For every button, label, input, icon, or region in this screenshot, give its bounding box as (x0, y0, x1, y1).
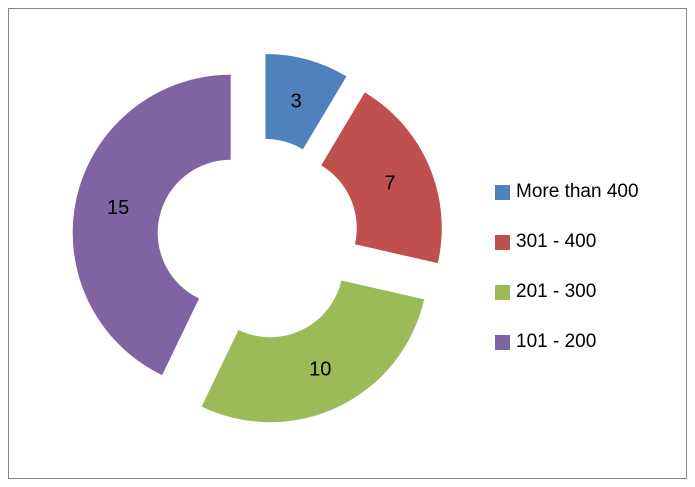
legend-label: More than 400 (516, 181, 639, 202)
legend-item-101-200: 101 - 200 (495, 317, 639, 367)
legend-swatch (495, 184, 510, 200)
legend-item-201-300: 201 - 300 (495, 267, 639, 317)
legend-swatch (495, 334, 510, 350)
slice-more-than-400 (265, 54, 347, 150)
data-label: 7 (384, 173, 395, 195)
legend-label: 201 - 300 (516, 281, 597, 302)
legend: More than 400 301 - 400 201 - 300 101 - … (495, 167, 639, 367)
data-label: 15 (107, 197, 129, 219)
slice-101-200 (72, 74, 231, 376)
legend-label: 101 - 200 (516, 331, 597, 352)
legend-label: 301 - 400 (516, 231, 597, 252)
data-label: 10 (309, 358, 331, 380)
legend-item-more-than-400: More than 400 (495, 167, 639, 217)
slice-201-300 (201, 280, 425, 423)
legend-swatch (495, 234, 510, 250)
data-label: 3 (291, 91, 302, 113)
legend-swatch (495, 284, 510, 300)
legend-item-301-400: 301 - 400 (495, 217, 639, 267)
slice-301-400 (321, 92, 442, 264)
